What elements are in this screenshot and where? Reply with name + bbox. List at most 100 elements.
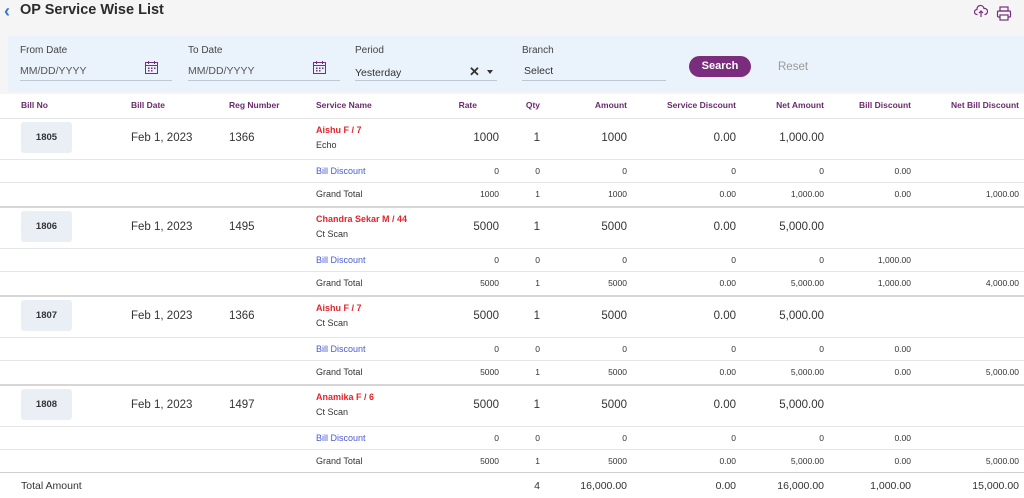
service-name: Ct Scan bbox=[316, 407, 349, 417]
col-qty: Qty bbox=[525, 100, 540, 110]
row-divider bbox=[0, 271, 1024, 272]
bill-discount-value: 1,000.00 bbox=[877, 255, 911, 265]
grand-total-rate: 5000 bbox=[480, 367, 499, 377]
qty: 1 bbox=[533, 399, 540, 411]
bill-discount-rate: 0 bbox=[494, 433, 499, 443]
bill-number-button[interactable]: 1808 bbox=[21, 389, 72, 420]
reg-number: 1366 bbox=[229, 132, 255, 144]
grand-total-net-bill-discount: 5,000.00 bbox=[985, 456, 1019, 466]
bill-number-button[interactable]: 1807 bbox=[21, 300, 72, 331]
bill-discount-service-discount: 0 bbox=[731, 255, 736, 265]
from-date-label: From Date bbox=[20, 45, 68, 56]
net-amount: 5,000.00 bbox=[779, 399, 824, 411]
bill-number-button[interactable]: 1805 bbox=[21, 122, 72, 153]
grand-total-qty: 1 bbox=[535, 367, 540, 377]
grand-total-net-bill-discount: 4,000.00 bbox=[985, 278, 1019, 288]
bill-discount-amount: 0 bbox=[622, 344, 627, 354]
reg-number: 1366 bbox=[229, 310, 255, 322]
grand-total-qty: 1 bbox=[535, 278, 540, 288]
patient-name: Chandra Sekar M / 44 bbox=[316, 214, 408, 224]
grand-total-rate: 5000 bbox=[480, 456, 499, 466]
grand-total-net-amount: 5,000.00 bbox=[790, 278, 824, 288]
period-underline bbox=[355, 80, 497, 81]
grand-total-net-bill-discount: 1,000.00 bbox=[985, 189, 1019, 199]
row-divider bbox=[0, 426, 1024, 427]
grand-total-service-discount: 0.00 bbox=[719, 456, 736, 466]
bill-discount-service-discount: 0 bbox=[731, 344, 736, 354]
col-net-amount: Net Amount bbox=[776, 100, 824, 110]
bill-discount-label: Bill Discount bbox=[316, 166, 366, 176]
bill-discount-value: 0.00 bbox=[894, 433, 911, 443]
grand-total-amount: 5000 bbox=[608, 278, 627, 288]
col-net-bill-discount: Net Bill Discount bbox=[950, 100, 1019, 110]
service-discount: 0.00 bbox=[713, 310, 736, 322]
row-divider bbox=[0, 248, 1024, 249]
header-divider bbox=[0, 118, 1024, 119]
service-discount: 0.00 bbox=[713, 221, 736, 233]
grand-total-amount: 5000 bbox=[608, 367, 627, 377]
bill-group-divider bbox=[0, 384, 1024, 386]
back-icon[interactable]: ‹ bbox=[4, 1, 10, 21]
from-date-input[interactable]: MM/DD/YYYY bbox=[20, 65, 87, 77]
bill-discount-qty: 0 bbox=[535, 344, 540, 354]
bill-discount-amount: 0 bbox=[622, 433, 627, 443]
grand-total-label: Grand Total bbox=[316, 456, 363, 466]
bill-discount-net-amount: 0 bbox=[819, 255, 824, 265]
rate: 5000 bbox=[473, 221, 499, 233]
search-button[interactable]: Search bbox=[689, 56, 751, 77]
filter-panel: From Date MM/DD/YYYY To Date MM/DD/YYYY … bbox=[8, 36, 1024, 92]
bill-date: Feb 1, 2023 bbox=[131, 132, 193, 144]
bill-date: Feb 1, 2023 bbox=[131, 221, 193, 233]
grand-total-amount: 1000 bbox=[608, 189, 627, 199]
reg-number: 1497 bbox=[229, 399, 255, 411]
bill-discount-amount: 0 bbox=[622, 166, 627, 176]
bill-discount-rate: 0 bbox=[494, 255, 499, 265]
bill-number-button[interactable]: 1806 bbox=[21, 211, 72, 242]
total-bill-discount: 1,000.00 bbox=[870, 480, 911, 492]
reset-button[interactable]: Reset bbox=[778, 61, 809, 73]
total-amount-label: Total Amount bbox=[21, 480, 82, 492]
calendar-icon[interactable] bbox=[313, 61, 326, 74]
grand-total-label: Grand Total bbox=[316, 189, 363, 199]
bill-discount-value: 0.00 bbox=[894, 344, 911, 354]
col-reg-number: Reg Number bbox=[229, 100, 280, 110]
print-icon[interactable] bbox=[996, 6, 1012, 26]
service-name: Ct Scan bbox=[316, 229, 349, 239]
bill-discount-net-amount: 0 bbox=[819, 166, 824, 176]
patient-name: Aishu F / 7 bbox=[316, 125, 362, 135]
rate: 5000 bbox=[473, 399, 499, 411]
patient-name: Aishu F / 7 bbox=[316, 303, 362, 313]
service-name: Echo bbox=[316, 140, 337, 150]
period-select[interactable]: Yesterday bbox=[355, 67, 402, 79]
bill-discount-rate: 0 bbox=[494, 344, 499, 354]
service-discount: 0.00 bbox=[713, 399, 736, 411]
grand-total-rate: 1000 bbox=[480, 189, 499, 199]
total-divider bbox=[0, 472, 1024, 473]
to-date-label: To Date bbox=[188, 45, 223, 56]
branch-select[interactable]: Select bbox=[524, 65, 554, 77]
qty: 1 bbox=[533, 310, 540, 322]
service-name: Ct Scan bbox=[316, 318, 349, 328]
grand-total-bill-discount: 0.00 bbox=[894, 189, 911, 199]
bill-discount-qty: 0 bbox=[535, 433, 540, 443]
bill-discount-service-discount: 0 bbox=[731, 166, 736, 176]
calendar-icon[interactable] bbox=[145, 61, 158, 74]
to-date-input[interactable]: MM/DD/YYYY bbox=[188, 65, 255, 77]
chevron-down-icon[interactable] bbox=[487, 70, 493, 74]
bill-discount-service-discount: 0 bbox=[731, 433, 736, 443]
grand-total-net-amount: 5,000.00 bbox=[790, 367, 824, 377]
grand-total-net-bill-discount: 5,000.00 bbox=[985, 367, 1019, 377]
col-bill-discount: Bill Discount bbox=[859, 100, 911, 110]
clear-icon[interactable]: ✕ bbox=[469, 64, 480, 79]
total-net-amount: 16,000.00 bbox=[777, 480, 824, 492]
from-date-underline bbox=[20, 80, 172, 81]
grand-total-service-discount: 0.00 bbox=[719, 367, 736, 377]
grand-total-service-discount: 0.00 bbox=[719, 189, 736, 199]
grand-total-label: Grand Total bbox=[316, 367, 363, 377]
bill-date: Feb 1, 2023 bbox=[131, 399, 193, 411]
to-date-underline bbox=[188, 80, 340, 81]
rate: 5000 bbox=[473, 310, 499, 322]
net-amount: 1,000.00 bbox=[779, 132, 824, 144]
amount: 5000 bbox=[601, 399, 627, 411]
upload-icon[interactable] bbox=[973, 4, 989, 23]
